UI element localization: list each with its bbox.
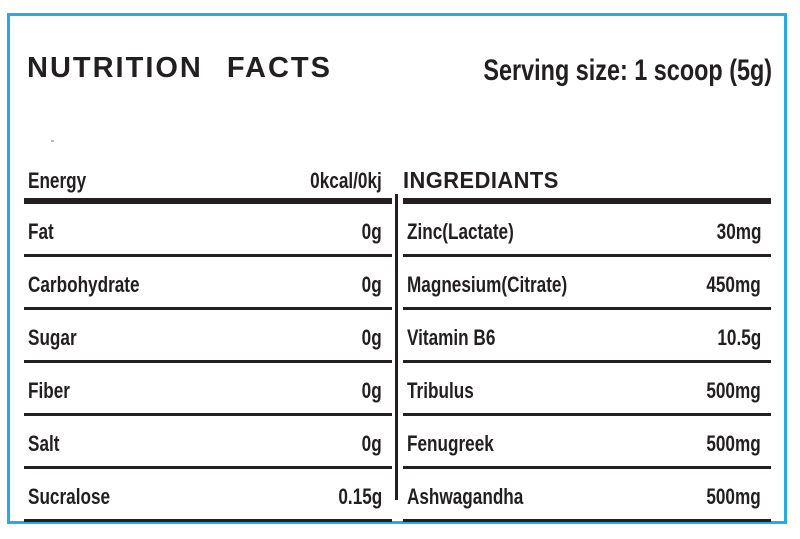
row-value: 30mg [716,219,761,244]
row-value: 0g [361,325,382,350]
row-value: 0g [361,378,382,403]
nutrition-header-row: Energy 0kcal/0kj [24,160,392,204]
table-row: Sugar 0g [24,310,392,363]
table-row: Salt 0g [24,416,392,469]
serving-size-value: Serving size: 1 scoop (5g) [483,54,772,87]
ingredients-header-row: INGREDIANTS [403,160,771,204]
table-row: Fiber 0g [24,363,392,416]
row-label: Salt [28,431,60,456]
row-value: 450mg [706,272,761,297]
ingredients-table: INGREDIANTS Zinc(Lactate) 30mg Magnesium… [403,160,771,522]
table-row: Zinc(Lactate) 30mg [403,204,771,257]
column-divider [395,194,398,500]
row-label: Zinc(Lactate) [407,219,514,244]
row-value: 0.15g [338,484,382,509]
table-row: Ashwagandha 500mg [403,469,771,522]
nutrition-header-label: Energy [28,168,87,193]
row-value: 500mg [706,431,761,456]
ingredients-heading: INGREDIANTS [403,167,559,193]
row-label: Fiber [28,378,70,403]
nutrition-header-value: 0kcal/0kj [310,168,382,193]
row-label: Fat [28,219,54,244]
row-label: Sugar [28,325,77,350]
row-label: Tribulus [407,378,474,403]
table-row: Sucralose 0.15g [24,469,392,522]
table-row: Tribulus 500mg [403,363,771,416]
print-speck [51,140,54,142]
table-row: Vitamin B6 10.5g [403,310,771,363]
serving-size-text: Serving size: 1 scoop (5g) [402,54,772,88]
table-row: Fenugreek 500mg [403,416,771,469]
row-value: 10.5g [717,325,761,350]
table-row: Carbohydrate 0g [24,257,392,310]
row-label: Fenugreek [407,431,494,456]
nutrition-table: Energy 0kcal/0kj Fat 0g Carbohydrate 0g … [24,160,392,522]
row-label: Carbohydrate [28,272,140,297]
table-row: Magnesium(Citrate) 450mg [403,257,771,310]
page-title: NUTRITION FACTS [27,52,332,84]
row-label: Sucralose [28,484,111,509]
row-value: 500mg [706,484,761,509]
row-value: 0g [361,272,382,297]
row-value: 0g [361,219,382,244]
row-value: 500mg [706,378,761,403]
row-label: Vitamin B6 [407,325,496,350]
table-row: Fat 0g [24,204,392,257]
row-value: 0g [361,431,382,456]
label-border [7,13,787,524]
row-label: Magnesium(Citrate) [407,272,568,297]
row-label: Ashwagandha [407,484,524,509]
